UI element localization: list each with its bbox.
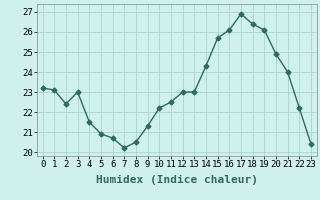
X-axis label: Humidex (Indice chaleur): Humidex (Indice chaleur) (96, 175, 258, 185)
